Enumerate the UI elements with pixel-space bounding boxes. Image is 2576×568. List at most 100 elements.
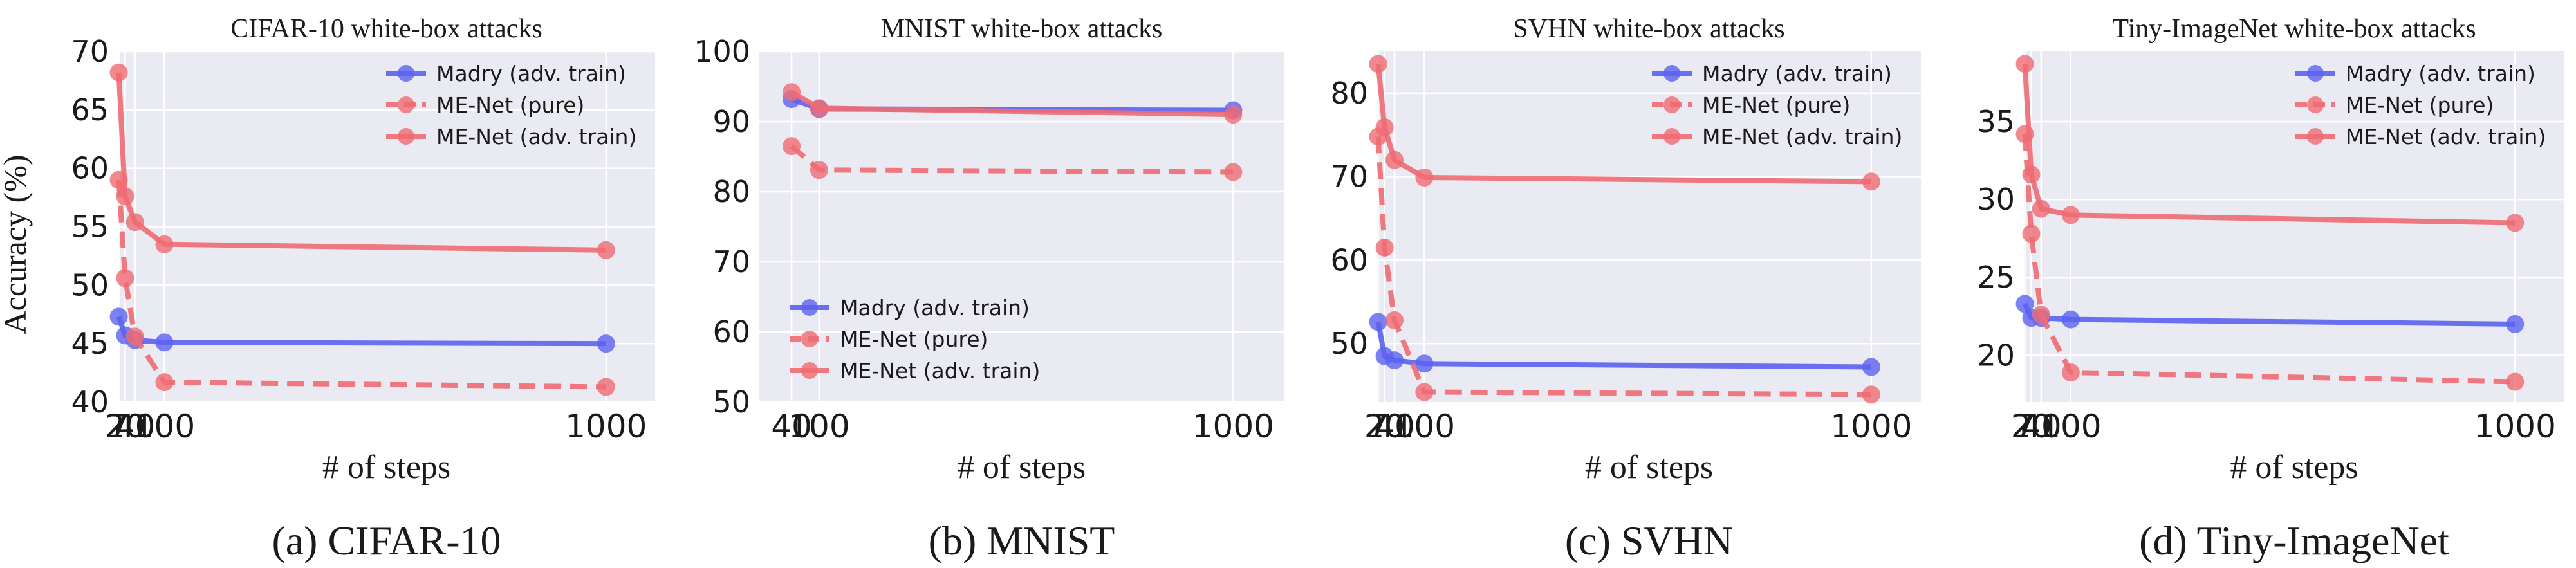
data-point: [116, 269, 134, 288]
subfigure-caption: (c) SVHN: [1565, 518, 1733, 563]
y-tick-label: 50: [1330, 326, 1368, 361]
y-tick-label: 20: [1977, 338, 2015, 372]
y-tick-label: 35: [1977, 104, 2015, 139]
data-point: [125, 327, 144, 346]
data-point: [1385, 311, 1404, 329]
legend: Madry (adv. train) ME-Net (pure) ME-Net (a…: [1652, 61, 1902, 149]
x-tick-label: 1000: [565, 408, 647, 445]
y-tick-label: 70: [712, 244, 750, 279]
data-point: [1862, 385, 1880, 404]
x-tick-label: 20: [105, 408, 146, 445]
data-point: [2022, 165, 2041, 184]
x-axis-label: # of steps: [322, 449, 450, 486]
data-point: [155, 333, 174, 352]
data-point: [2061, 310, 2080, 329]
x-axis-label: # of steps: [2230, 449, 2358, 486]
legend-swatch-marker: [801, 362, 818, 379]
legend-swatch-marker: [801, 299, 818, 316]
x-tick-label: 7: [109, 408, 129, 445]
data-point: [155, 373, 174, 392]
y-tick-label: 60: [1330, 243, 1368, 277]
legend-swatch-marker: [2307, 128, 2324, 145]
chart-title: CIFAR-10 white-box attacks: [230, 14, 542, 44]
y-tick-label: 80: [712, 174, 750, 209]
x-tick-label: 1000: [1192, 408, 1274, 445]
legend-label: ME-Net (adv. train): [840, 358, 1040, 383]
data-point: [109, 63, 128, 82]
x-tick-label: 20: [1364, 408, 1405, 445]
data-point: [2015, 295, 2034, 313]
legend-label: Madry (adv. train): [436, 61, 626, 86]
plot-area: [759, 51, 1284, 402]
legend-label: ME-Net (adv. train): [1702, 124, 1902, 149]
data-point: [116, 187, 134, 206]
legend-swatch-marker: [1663, 96, 1680, 113]
plot-area: [2024, 51, 2564, 402]
legend-swatch-marker: [398, 65, 414, 82]
data-point: [2506, 214, 2525, 232]
y-tick-label: 70: [1330, 160, 1368, 194]
data-point: [1224, 163, 1243, 181]
legend-swatch-marker: [398, 128, 414, 145]
x-tick-label: 1000: [1830, 408, 1912, 445]
legend: Madry (adv. train) ME-Net (pure) ME-Net (a…: [386, 61, 636, 149]
data-point: [1862, 172, 1880, 191]
legend-label: ME-Net (pure): [1702, 93, 1850, 118]
subfigure-caption: (a) CIFAR-10: [272, 518, 501, 563]
y-tick-label: 60: [71, 151, 109, 186]
data-point: [2061, 206, 2080, 224]
x-tick-label: 100: [1394, 408, 1455, 445]
y-tick-label: 55: [71, 210, 109, 244]
data-point: [2061, 363, 2080, 381]
subfigure-caption: (d) Tiny-ImageNet: [2139, 518, 2449, 563]
legend-swatch-marker: [1663, 65, 1680, 82]
data-point: [1862, 358, 1880, 376]
legend-label: Madry (adv. train): [840, 295, 1030, 320]
x-tick-label: 100: [134, 408, 195, 445]
data-point: [125, 213, 144, 232]
legend-label: ME-Net (pure): [840, 327, 988, 352]
y-tick-label: 30: [1977, 182, 2015, 217]
data-point: [2015, 55, 2034, 73]
data-point: [810, 161, 828, 179]
legend-label: Madry (adv. train): [2346, 61, 2535, 86]
x-tick-label: 7: [1368, 408, 1389, 445]
x-tick-label: 100: [788, 408, 849, 445]
data-point: [1415, 354, 1434, 373]
data-point: [783, 137, 801, 156]
x-tick-label: 40: [2021, 408, 2062, 445]
x-tick-label: 40: [115, 408, 156, 445]
x-tick-label: 40: [1374, 408, 1415, 445]
data-point: [155, 235, 174, 253]
legend-swatch-marker: [398, 96, 414, 113]
data-point: [1415, 383, 1434, 401]
y-tick-label: 50: [712, 385, 750, 419]
chart-title: Tiny-ImageNet white-box attacks: [2112, 14, 2476, 44]
legend-swatch-marker: [2307, 96, 2324, 113]
x-axis-label: # of steps: [958, 449, 1086, 486]
legend-swatch-marker: [801, 331, 818, 347]
y-tick-label: 80: [1330, 76, 1368, 111]
data-point: [1369, 55, 1387, 73]
data-point: [2022, 224, 2041, 243]
data-point: [1415, 168, 1434, 187]
data-point: [1385, 151, 1404, 169]
data-point: [1375, 118, 1394, 137]
legend-swatch-marker: [1663, 128, 1680, 145]
chart-title: MNIST white-box attacks: [881, 14, 1163, 44]
data-point: [1385, 351, 1404, 370]
y-tick-label: 40: [71, 385, 109, 419]
x-axis-label: # of steps: [1585, 449, 1713, 486]
data-point: [2506, 315, 2525, 333]
legend-label: ME-Net (pure): [436, 93, 584, 118]
y-axis-label: Accuracy (%): [0, 155, 33, 334]
x-tick-label: 7: [2015, 408, 2035, 445]
y-tick-label: 25: [1977, 260, 2015, 295]
legend-label: ME-Net (adv. train): [436, 124, 636, 149]
data-point: [783, 83, 801, 102]
data-point: [2032, 199, 2050, 218]
data-point: [1375, 238, 1394, 257]
